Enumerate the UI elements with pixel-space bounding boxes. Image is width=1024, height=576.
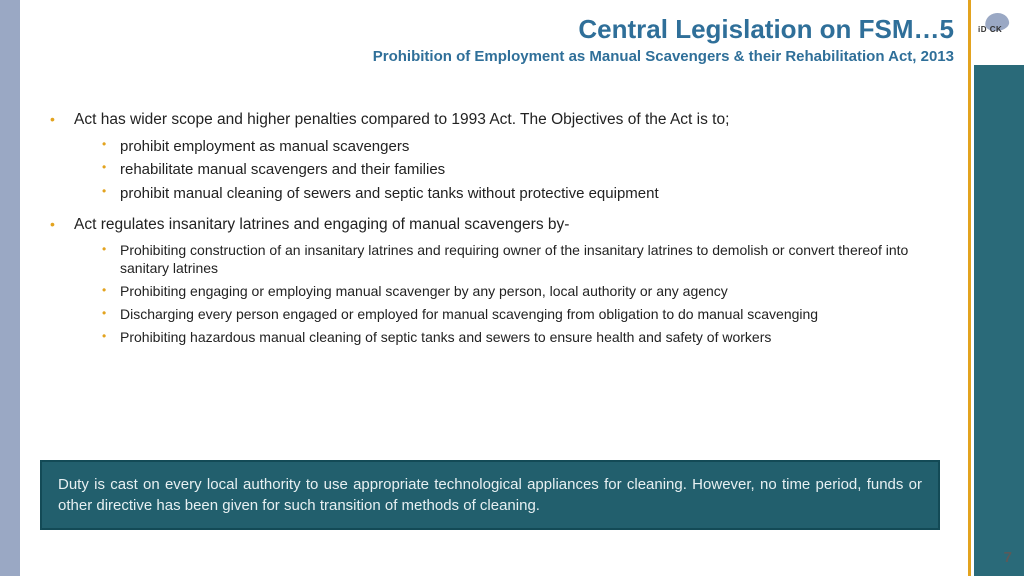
right-teal-block <box>974 65 1024 576</box>
bullet-level2: Prohibiting hazardous manual cleaning of… <box>74 329 940 347</box>
bullet-level1: Act has wider scope and higher penalties… <box>40 110 940 203</box>
bullet-text: rehabilitate manual scavengers and their… <box>120 161 445 178</box>
bullet-level1: Act regulates insanitary latrines and en… <box>40 215 940 346</box>
bullet-text: Prohibiting construction of an insanitar… <box>120 242 908 276</box>
left-accent-bar <box>0 0 20 576</box>
bullet-text: Prohibiting hazardous manual cleaning of… <box>120 329 771 345</box>
slide-subtitle: Prohibition of Employment as Manual Scav… <box>40 48 954 65</box>
slide-title: Central Legislation on FSM…5 <box>40 14 954 45</box>
slide-body: Act has wider scope and higher penalties… <box>40 110 940 359</box>
page-number: 7 <box>1004 549 1012 566</box>
bullet-text: prohibit manual cleaning of sewers and s… <box>120 185 659 202</box>
bullet-level2: Prohibiting engaging or employing manual… <box>74 283 940 301</box>
bullet-text: Act has wider scope and higher penalties… <box>74 111 729 128</box>
gold-divider-line <box>968 0 971 576</box>
bullet-level2: rehabilitate manual scavengers and their… <box>74 160 940 180</box>
bullet-level2: Discharging every person engaged or empl… <box>74 306 940 324</box>
bullet-text: Prohibiting engaging or employing manual… <box>120 283 728 299</box>
bullet-level2: Prohibiting construction of an insanitar… <box>74 242 940 278</box>
bullet-level2: prohibit manual cleaning of sewers and s… <box>74 184 940 204</box>
logo-text: iD CK <box>978 25 1002 34</box>
bullet-level2: prohibit employment as manual scavengers <box>74 137 940 157</box>
callout-box: Duty is cast on every local authority to… <box>40 460 940 530</box>
logo: iD CK <box>976 6 1018 48</box>
callout-text: Duty is cast on every local authority to… <box>58 476 922 514</box>
slide: iD CK Central Legislation on FSM…5 Prohi… <box>0 0 1024 576</box>
bullet-text: Discharging every person engaged or empl… <box>120 306 818 322</box>
bullet-text: prohibit employment as manual scavengers <box>120 138 409 155</box>
bullet-text: Act regulates insanitary latrines and en… <box>74 216 569 233</box>
